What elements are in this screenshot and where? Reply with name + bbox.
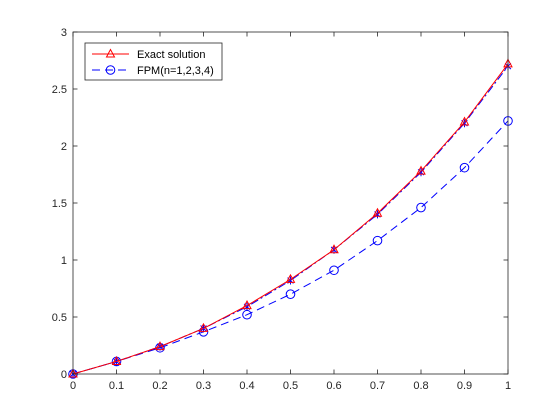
- y-tick-label: 2: [61, 141, 67, 153]
- x-tick-label: 0.2: [152, 380, 167, 392]
- series-0-point: [242, 300, 252, 310]
- series-2-point: [372, 235, 383, 246]
- axes-layer: 0 0.1 0.2 0.3 0.4 0.5 0.6 0.7 0.8 0.9 1 0 0.5 1 1.5 2 2.…: [52, 27, 511, 392]
- x-tick-label: 0.6: [326, 380, 341, 392]
- x-tick-label: 1: [505, 380, 511, 392]
- x-tick-label: 0.8: [413, 380, 428, 392]
- y-tick-label: 3: [61, 27, 67, 39]
- x-tick-label: 0.4: [239, 380, 254, 392]
- series-0-point: [155, 341, 165, 351]
- y-tick-label: 1: [61, 255, 67, 267]
- x-tick-label: 0: [70, 380, 76, 392]
- y-tick-label: 2.5: [52, 84, 67, 96]
- series-2-point: [285, 289, 296, 300]
- plot-background: [73, 32, 508, 374]
- series-0-point: [198, 322, 209, 332]
- legend-marker: [105, 48, 116, 58]
- series-0-point: [68, 368, 78, 378]
- x-tick-label: 0.5: [283, 380, 298, 392]
- plot-area: [73, 32, 508, 374]
- x-tick-label: 0.9: [457, 380, 472, 392]
- x-tick-label: 0.1: [109, 380, 124, 392]
- series-2-point: [459, 162, 470, 173]
- legend-label: Exact solution: [137, 49, 205, 61]
- series-0-point: [372, 207, 383, 217]
- legend-label: FPM(n=1,2,3,4): [137, 65, 214, 77]
- series-2-point: [416, 202, 426, 213]
- series-0-line: [72, 63, 509, 375]
- series-2-line: [72, 120, 509, 375]
- x-tick-label: 0.7: [370, 380, 385, 392]
- legend-entry: FPM(n=1,2,3,4): [92, 65, 214, 77]
- y-tick-label: 0: [61, 369, 67, 381]
- x-tick-label: 0.3: [196, 380, 211, 392]
- legend-entry: Exact solution: [92, 48, 205, 61]
- legend-marker: [105, 65, 116, 75]
- series-0-point: [111, 355, 122, 365]
- series-2-point: [329, 265, 339, 276]
- y-tick-label: 0.5: [52, 312, 67, 324]
- legend: Exact solution FPM(n=1,2,3,4): [84, 42, 223, 81]
- series-0-point: [285, 273, 296, 283]
- series-0: [68, 58, 513, 378]
- series-layer: [68, 58, 513, 379]
- series-0-point: [459, 116, 470, 126]
- y-tick-label: 1.5: [52, 198, 67, 210]
- series-0-point: [416, 165, 426, 175]
- series-0-point: [329, 244, 339, 254]
